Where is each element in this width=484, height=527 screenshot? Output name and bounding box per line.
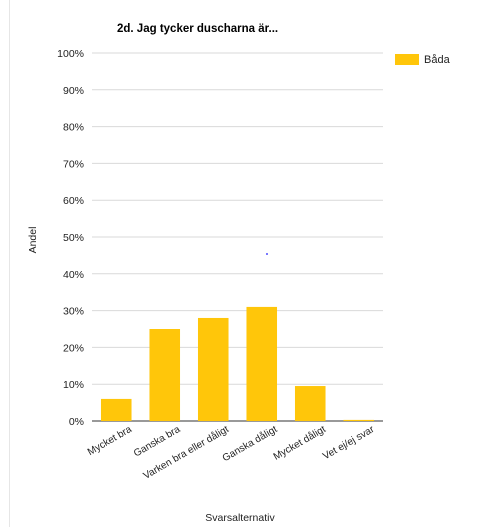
bar (197, 317, 229, 421)
y-tick-label: 90% (63, 85, 84, 97)
bars (100, 306, 375, 421)
bar (100, 398, 132, 421)
x-tick-label: Mycket bra (86, 424, 134, 458)
chart-title: 2d. Jag tycker duscharna är... (117, 23, 278, 35)
legend: Båda (395, 54, 451, 66)
x-tick-label: Ganska dåligt (220, 423, 279, 464)
y-tick-label: 30% (63, 306, 84, 318)
bar (246, 306, 278, 421)
y-axis-title: Andel (27, 227, 39, 254)
bar (149, 329, 181, 421)
y-tick-label: 20% (63, 342, 84, 354)
x-tick-label: Varken bra eller dåligt (141, 423, 231, 482)
y-tick-label: 50% (63, 232, 84, 244)
x-axis-title: Svarsalternativ (205, 512, 275, 524)
y-tick-label: 70% (63, 158, 84, 170)
gridlines (92, 52, 383, 422)
legend-label: Båda (424, 54, 451, 66)
y-tick-label: 80% (63, 122, 84, 134)
legend-swatch (395, 54, 419, 65)
y-tick-label: 0% (69, 416, 84, 428)
panel-left-border (9, 0, 10, 527)
stray-dot (266, 253, 268, 255)
y-tick-label: 40% (63, 269, 84, 281)
y-tick-label: 100% (57, 48, 84, 60)
x-tick-label: Vet ej/ej svar (321, 424, 377, 462)
y-tick-label: 10% (63, 379, 84, 391)
bar (294, 386, 326, 421)
y-tick-label: 60% (63, 195, 84, 207)
y-tick-labels: 0% 10% 20% 30% 40% 50% 60% 70% 80% 90% 100% (57, 48, 84, 428)
bar (343, 419, 375, 421)
x-tick-label: Mycket dåligt (271, 423, 328, 463)
